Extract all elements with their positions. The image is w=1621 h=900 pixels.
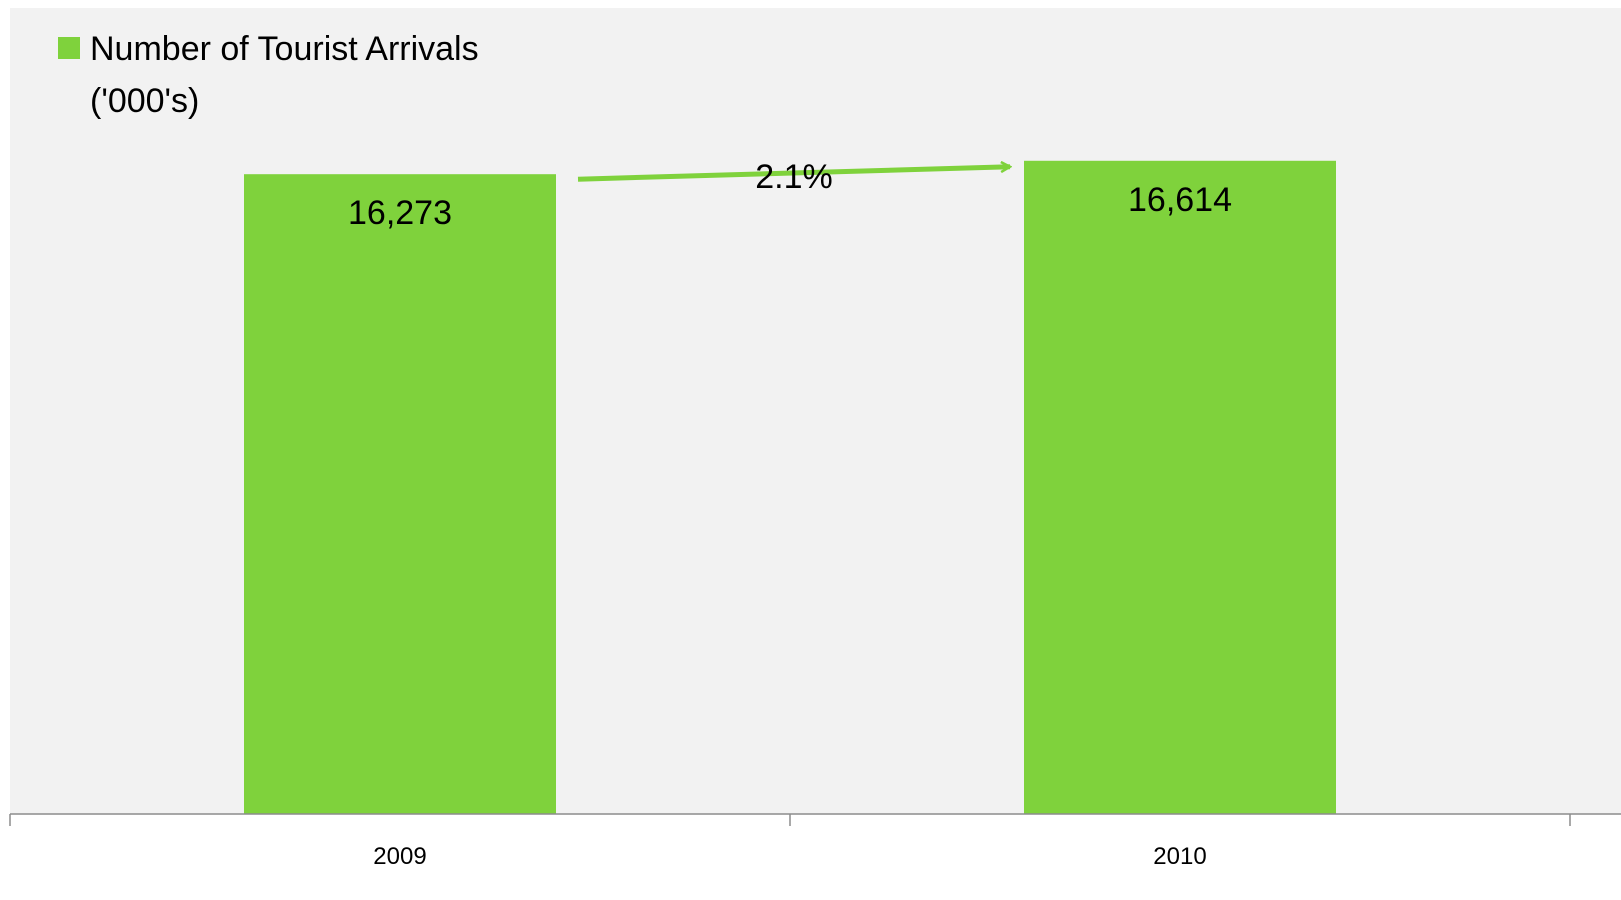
value-labels-group: 16,273 16,614 <box>348 181 1232 232</box>
bar-2009 <box>244 174 556 815</box>
x-axis-labels: 2009 2010 <box>373 843 1206 870</box>
x-tick-label-2009: 2009 <box>373 843 426 870</box>
bars-group <box>244 160 1336 815</box>
legend: Number of Tourist Arrivals ('000's) <box>58 30 479 120</box>
legend-label-line2: ('000's) <box>90 82 199 120</box>
data-label-2010: 16,614 <box>1128 181 1232 219</box>
x-tick-label-2010: 2010 <box>1153 843 1206 870</box>
growth-annotation: 2.1% <box>755 158 833 196</box>
x-axis-ticks <box>9 814 1571 826</box>
growth-arrow <box>577 167 1010 182</box>
legend-swatch <box>58 37 80 59</box>
legend-label-line1: Number of Tourist Arrivals <box>90 30 479 68</box>
bar-2010 <box>1024 160 1336 815</box>
data-label-2009: 16,273 <box>348 194 452 232</box>
